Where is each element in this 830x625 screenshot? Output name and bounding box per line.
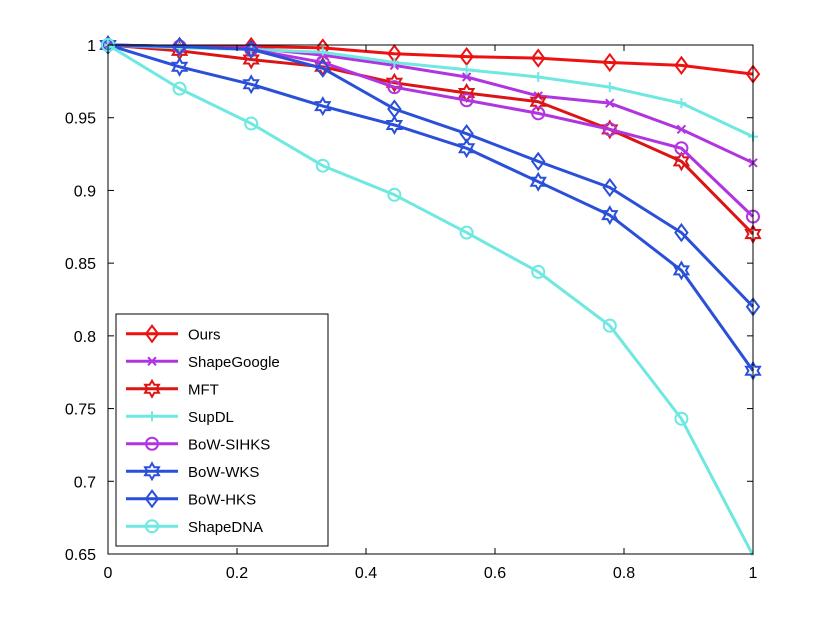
- data-point: [172, 81, 187, 96]
- legend-label: ShapeGoogle: [188, 354, 280, 371]
- data-point: [531, 264, 546, 279]
- legend-label: BoW-SIHKS: [188, 436, 270, 453]
- data-point: [387, 80, 402, 95]
- legend-item: ShapeGoogle: [126, 354, 280, 371]
- legend-label: BoW-HKS: [188, 491, 256, 508]
- legend-item: MFT: [126, 378, 219, 399]
- x-tick-label: 0.2: [226, 565, 248, 582]
- data-point: [457, 138, 476, 159]
- data-point: [672, 260, 691, 281]
- y-tick-label: 0.75: [65, 402, 96, 419]
- data-point: [461, 64, 472, 75]
- y-tick-label: 0.95: [65, 111, 96, 128]
- legend-item: BoW-SIHKS: [126, 436, 270, 453]
- y-tick-label: 0.8: [74, 329, 96, 346]
- legend-marker: [143, 378, 161, 399]
- series-line: [107, 43, 755, 372]
- legend-item: ShapeDNA: [126, 519, 263, 536]
- series-layer: [99, 35, 762, 557]
- data-point: [385, 72, 404, 93]
- data-point: [315, 158, 330, 173]
- data-point: [674, 411, 689, 426]
- y-tick-label: 0.9: [74, 183, 96, 200]
- x-tick-label: 0.4: [355, 565, 377, 582]
- data-point: [459, 93, 474, 108]
- data-point: [387, 99, 402, 119]
- legend-marker: [147, 411, 157, 422]
- data-point: [314, 96, 332, 117]
- data-point: [243, 39, 259, 60]
- legend-label: Ours: [188, 326, 221, 343]
- data-point: [604, 82, 615, 93]
- data-point: [459, 225, 474, 240]
- legend-marker: [145, 519, 159, 534]
- data-point: [172, 36, 187, 57]
- data-point: [674, 141, 689, 156]
- legend-label: ShapeDNA: [188, 519, 263, 536]
- data-point: [387, 187, 402, 202]
- data-point: [315, 58, 331, 78]
- data-point: [385, 114, 404, 135]
- legend-marker: [145, 436, 159, 451]
- data-point: [529, 171, 547, 192]
- data-point: [530, 151, 546, 172]
- series-line: [107, 43, 755, 308]
- y-tick-label: 0.85: [65, 256, 96, 273]
- series-line: [107, 43, 755, 557]
- data-point: [602, 318, 617, 333]
- data-point: [529, 91, 547, 112]
- data-point: [242, 49, 260, 70]
- data-point: [533, 71, 544, 82]
- legend-box: [115, 313, 329, 547]
- data-point: [676, 98, 687, 109]
- data-point: [602, 52, 618, 73]
- data-point: [170, 56, 189, 77]
- data-point: [531, 106, 546, 121]
- legend: Ours ShapeGoogle MFT SupDL BoW-SIHKS BoW-WKS B…: [115, 313, 329, 547]
- legend-marker: [143, 461, 161, 482]
- data-point: [676, 124, 687, 135]
- x-tick-label: 0: [104, 565, 113, 582]
- series-line: [107, 43, 755, 236]
- data-point: [674, 222, 689, 243]
- axis-ticks: 0 0.2 0.4 0.6 0.8 1 0.65 0.7 0.75 0.8 0.85 0.9 0.95 1: [65, 38, 758, 582]
- legend-marker: [147, 356, 157, 366]
- data-point: [461, 72, 472, 82]
- series-shapedna: [101, 38, 755, 557]
- data-point: [602, 177, 618, 198]
- data-point: [602, 122, 617, 137]
- y-tick-label: 1: [87, 38, 96, 55]
- data-point: [459, 46, 474, 67]
- x-tick-label: 0.6: [484, 565, 506, 582]
- x-tick-label: 0.8: [613, 565, 635, 582]
- legend-item: SupDL: [126, 409, 234, 426]
- data-point: [244, 116, 259, 131]
- data-point: [605, 98, 615, 108]
- data-point: [530, 48, 546, 68]
- legend-item: Ours: [126, 324, 221, 344]
- legend-item: BoW-WKS: [126, 461, 259, 482]
- data-point: [389, 57, 400, 68]
- y-tick-label: 0.7: [74, 474, 96, 491]
- data-point: [242, 74, 260, 95]
- data-point: [459, 124, 474, 144]
- y-tick-label: 0.65: [65, 547, 96, 564]
- plot-frame: [107, 44, 754, 555]
- data-point: [674, 55, 689, 76]
- x-tick-label: 1: [749, 565, 758, 582]
- data-point: [601, 205, 619, 226]
- legend-label: BoW-WKS: [188, 464, 259, 481]
- legend-label: SupDL: [188, 409, 234, 426]
- legend-marker: [144, 489, 160, 509]
- data-point: [601, 119, 619, 140]
- data-point: [672, 151, 691, 172]
- legend-label: MFT: [188, 381, 219, 398]
- legend-marker: [144, 324, 160, 344]
- legend-item: BoW-HKS: [126, 489, 256, 509]
